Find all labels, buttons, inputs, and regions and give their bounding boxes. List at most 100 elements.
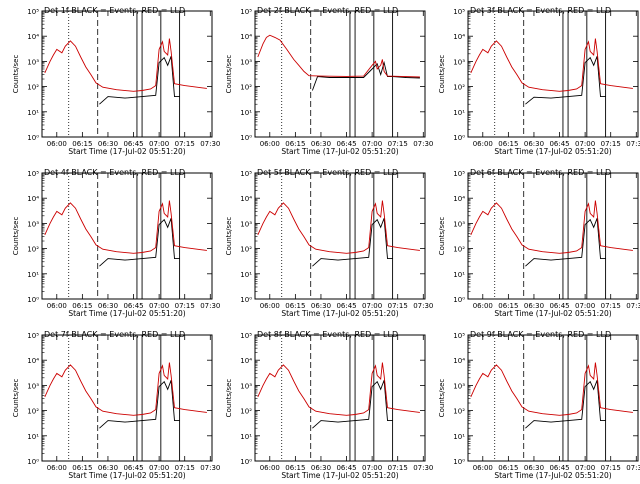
y-tick-label: 10⁵ bbox=[27, 170, 39, 178]
plot-frame bbox=[41, 10, 213, 138]
x-tick-label: 07:15 bbox=[175, 140, 195, 148]
y-axis-label: Counts/sec bbox=[438, 55, 446, 94]
x-tick-label: 07:15 bbox=[388, 302, 408, 310]
x-tick-label: 06:45 bbox=[336, 302, 356, 310]
x-tick-label: 06:15 bbox=[498, 140, 518, 148]
y-axis-label: Counts/sec bbox=[225, 379, 233, 418]
y-tick-label: 10⁰ bbox=[453, 458, 465, 466]
plot-title: Det 8f BLACK = Events, RED = LLD bbox=[257, 330, 398, 339]
panel-2: 10⁰ 10¹ 10² 10³ 10⁴ 10⁵ 06:00 06:15 06:30 06:45 07… bbox=[225, 6, 433, 156]
y-axis-label: Counts/sec bbox=[438, 379, 446, 418]
y-tick-label: 10⁰ bbox=[240, 296, 252, 304]
series-lld bbox=[257, 200, 420, 254]
x-tick-label: 06:30 bbox=[524, 302, 544, 310]
x-tick-label: 06:45 bbox=[336, 140, 356, 148]
x-tick-label: 07:15 bbox=[601, 464, 621, 472]
y-tick-label: 10⁰ bbox=[27, 296, 39, 304]
y-tick-label: 10⁴ bbox=[27, 357, 39, 365]
y-tick-label: 10⁰ bbox=[453, 296, 465, 304]
panel-5: 10⁰ 10¹ 10² 10³ 10⁴ 10⁵ 06:00 06:15 06:30 06:45 07… bbox=[225, 168, 433, 318]
x-tick-label: 06:30 bbox=[98, 302, 118, 310]
y-tick-label: 10² bbox=[240, 408, 252, 416]
series-lld bbox=[257, 362, 420, 416]
x-axis-label: Start Time (17-Jul-02 05:51:20) bbox=[494, 309, 611, 318]
plot-title: Det 2f BLACK = Events, RED = LLD bbox=[257, 6, 398, 15]
series-events bbox=[312, 380, 393, 429]
plot-frame bbox=[41, 334, 213, 462]
series-lld bbox=[44, 38, 207, 92]
x-tick-label: 06:30 bbox=[98, 140, 118, 148]
plot-frame bbox=[467, 10, 639, 138]
plot-frame bbox=[254, 334, 426, 462]
y-tick-label: 10⁵ bbox=[453, 332, 465, 340]
y-tick-label: 10⁴ bbox=[240, 33, 252, 41]
x-tick-label: 06:00 bbox=[473, 140, 493, 148]
x-tick-label: 06:15 bbox=[285, 302, 305, 310]
y-tick-label: 10³ bbox=[240, 220, 252, 228]
x-tick-label: 07:00 bbox=[149, 464, 169, 472]
y-tick-label: 10⁴ bbox=[453, 33, 465, 41]
y-tick-label: 10² bbox=[27, 408, 39, 416]
y-tick-label: 10¹ bbox=[240, 271, 252, 279]
x-tick-label: 06:00 bbox=[473, 464, 493, 472]
x-tick-label: 06:15 bbox=[498, 464, 518, 472]
y-tick-label: 10² bbox=[453, 246, 465, 254]
x-tick-label: 07:15 bbox=[388, 140, 408, 148]
y-tick-label: 10³ bbox=[27, 382, 39, 390]
y-tick-label: 10³ bbox=[453, 382, 465, 390]
x-tick-label: 06:00 bbox=[47, 140, 67, 148]
plot-frame bbox=[254, 172, 426, 300]
x-tick-label: 07:00 bbox=[362, 464, 382, 472]
x-tick-label: 07:30 bbox=[200, 464, 220, 472]
series-events bbox=[99, 218, 180, 267]
y-tick-label: 10² bbox=[240, 246, 252, 254]
y-tick-label: 10⁵ bbox=[27, 332, 39, 340]
y-tick-label: 10¹ bbox=[240, 433, 252, 441]
y-tick-label: 10⁵ bbox=[240, 8, 252, 16]
y-tick-label: 10⁴ bbox=[453, 195, 465, 203]
y-tick-label: 10³ bbox=[27, 220, 39, 228]
series-lld bbox=[470, 38, 633, 92]
y-tick-label: 10⁰ bbox=[240, 458, 252, 466]
plot-title: Det 1f BLACK = Events, RED = LLD bbox=[44, 6, 185, 15]
x-tick-label: 06:45 bbox=[549, 464, 569, 472]
series-events bbox=[525, 380, 606, 429]
plot-title: Det 3f BLACK = Events, RED = LLD bbox=[470, 6, 611, 15]
y-tick-label: 10¹ bbox=[240, 109, 252, 117]
x-tick-label: 06:00 bbox=[47, 302, 67, 310]
x-axis-label: Start Time (17-Jul-02 05:51:20) bbox=[281, 147, 398, 156]
y-tick-label: 10⁵ bbox=[240, 332, 252, 340]
panel-4: 10⁰ 10¹ 10² 10³ 10⁴ 10⁵ 06:00 06:15 06:30 06:45 07… bbox=[12, 168, 220, 318]
plot-frame bbox=[467, 334, 639, 462]
x-tick-label: 07:00 bbox=[362, 302, 382, 310]
x-axis-label: Start Time (17-Jul-02 05:51:20) bbox=[494, 471, 611, 480]
x-tick-label: 06:15 bbox=[72, 302, 92, 310]
series-lld bbox=[44, 362, 207, 416]
panel-7: 10⁰ 10¹ 10² 10³ 10⁴ 10⁵ 06:00 06:15 06:30 06:45 07… bbox=[12, 330, 220, 480]
x-tick-label: 07:30 bbox=[413, 302, 433, 310]
x-tick-label: 06:00 bbox=[473, 302, 493, 310]
x-tick-label: 07:15 bbox=[388, 464, 408, 472]
x-tick-label: 06:00 bbox=[260, 302, 280, 310]
x-tick-label: 06:45 bbox=[549, 302, 569, 310]
y-tick-label: 10¹ bbox=[27, 433, 39, 441]
y-tick-label: 10² bbox=[453, 84, 465, 92]
y-tick-label: 10⁰ bbox=[27, 458, 39, 466]
x-tick-label: 06:45 bbox=[123, 464, 143, 472]
x-tick-label: 06:30 bbox=[524, 140, 544, 148]
y-tick-label: 10⁴ bbox=[240, 195, 252, 203]
x-tick-label: 06:15 bbox=[285, 464, 305, 472]
panel-8: 10⁰ 10¹ 10² 10³ 10⁴ 10⁵ 06:00 06:15 06:30 06:45 07… bbox=[225, 330, 433, 480]
x-tick-label: 06:00 bbox=[260, 464, 280, 472]
y-tick-label: 10⁰ bbox=[240, 134, 252, 142]
x-axis-label: Start Time (17-Jul-02 05:51:20) bbox=[68, 147, 185, 156]
x-tick-label: 06:15 bbox=[72, 464, 92, 472]
y-tick-label: 10⁵ bbox=[240, 170, 252, 178]
x-tick-label: 07:00 bbox=[149, 302, 169, 310]
y-tick-label: 10⁵ bbox=[453, 8, 465, 16]
series-events bbox=[99, 56, 180, 105]
x-tick-label: 07:30 bbox=[626, 464, 640, 472]
x-tick-label: 07:15 bbox=[601, 302, 621, 310]
